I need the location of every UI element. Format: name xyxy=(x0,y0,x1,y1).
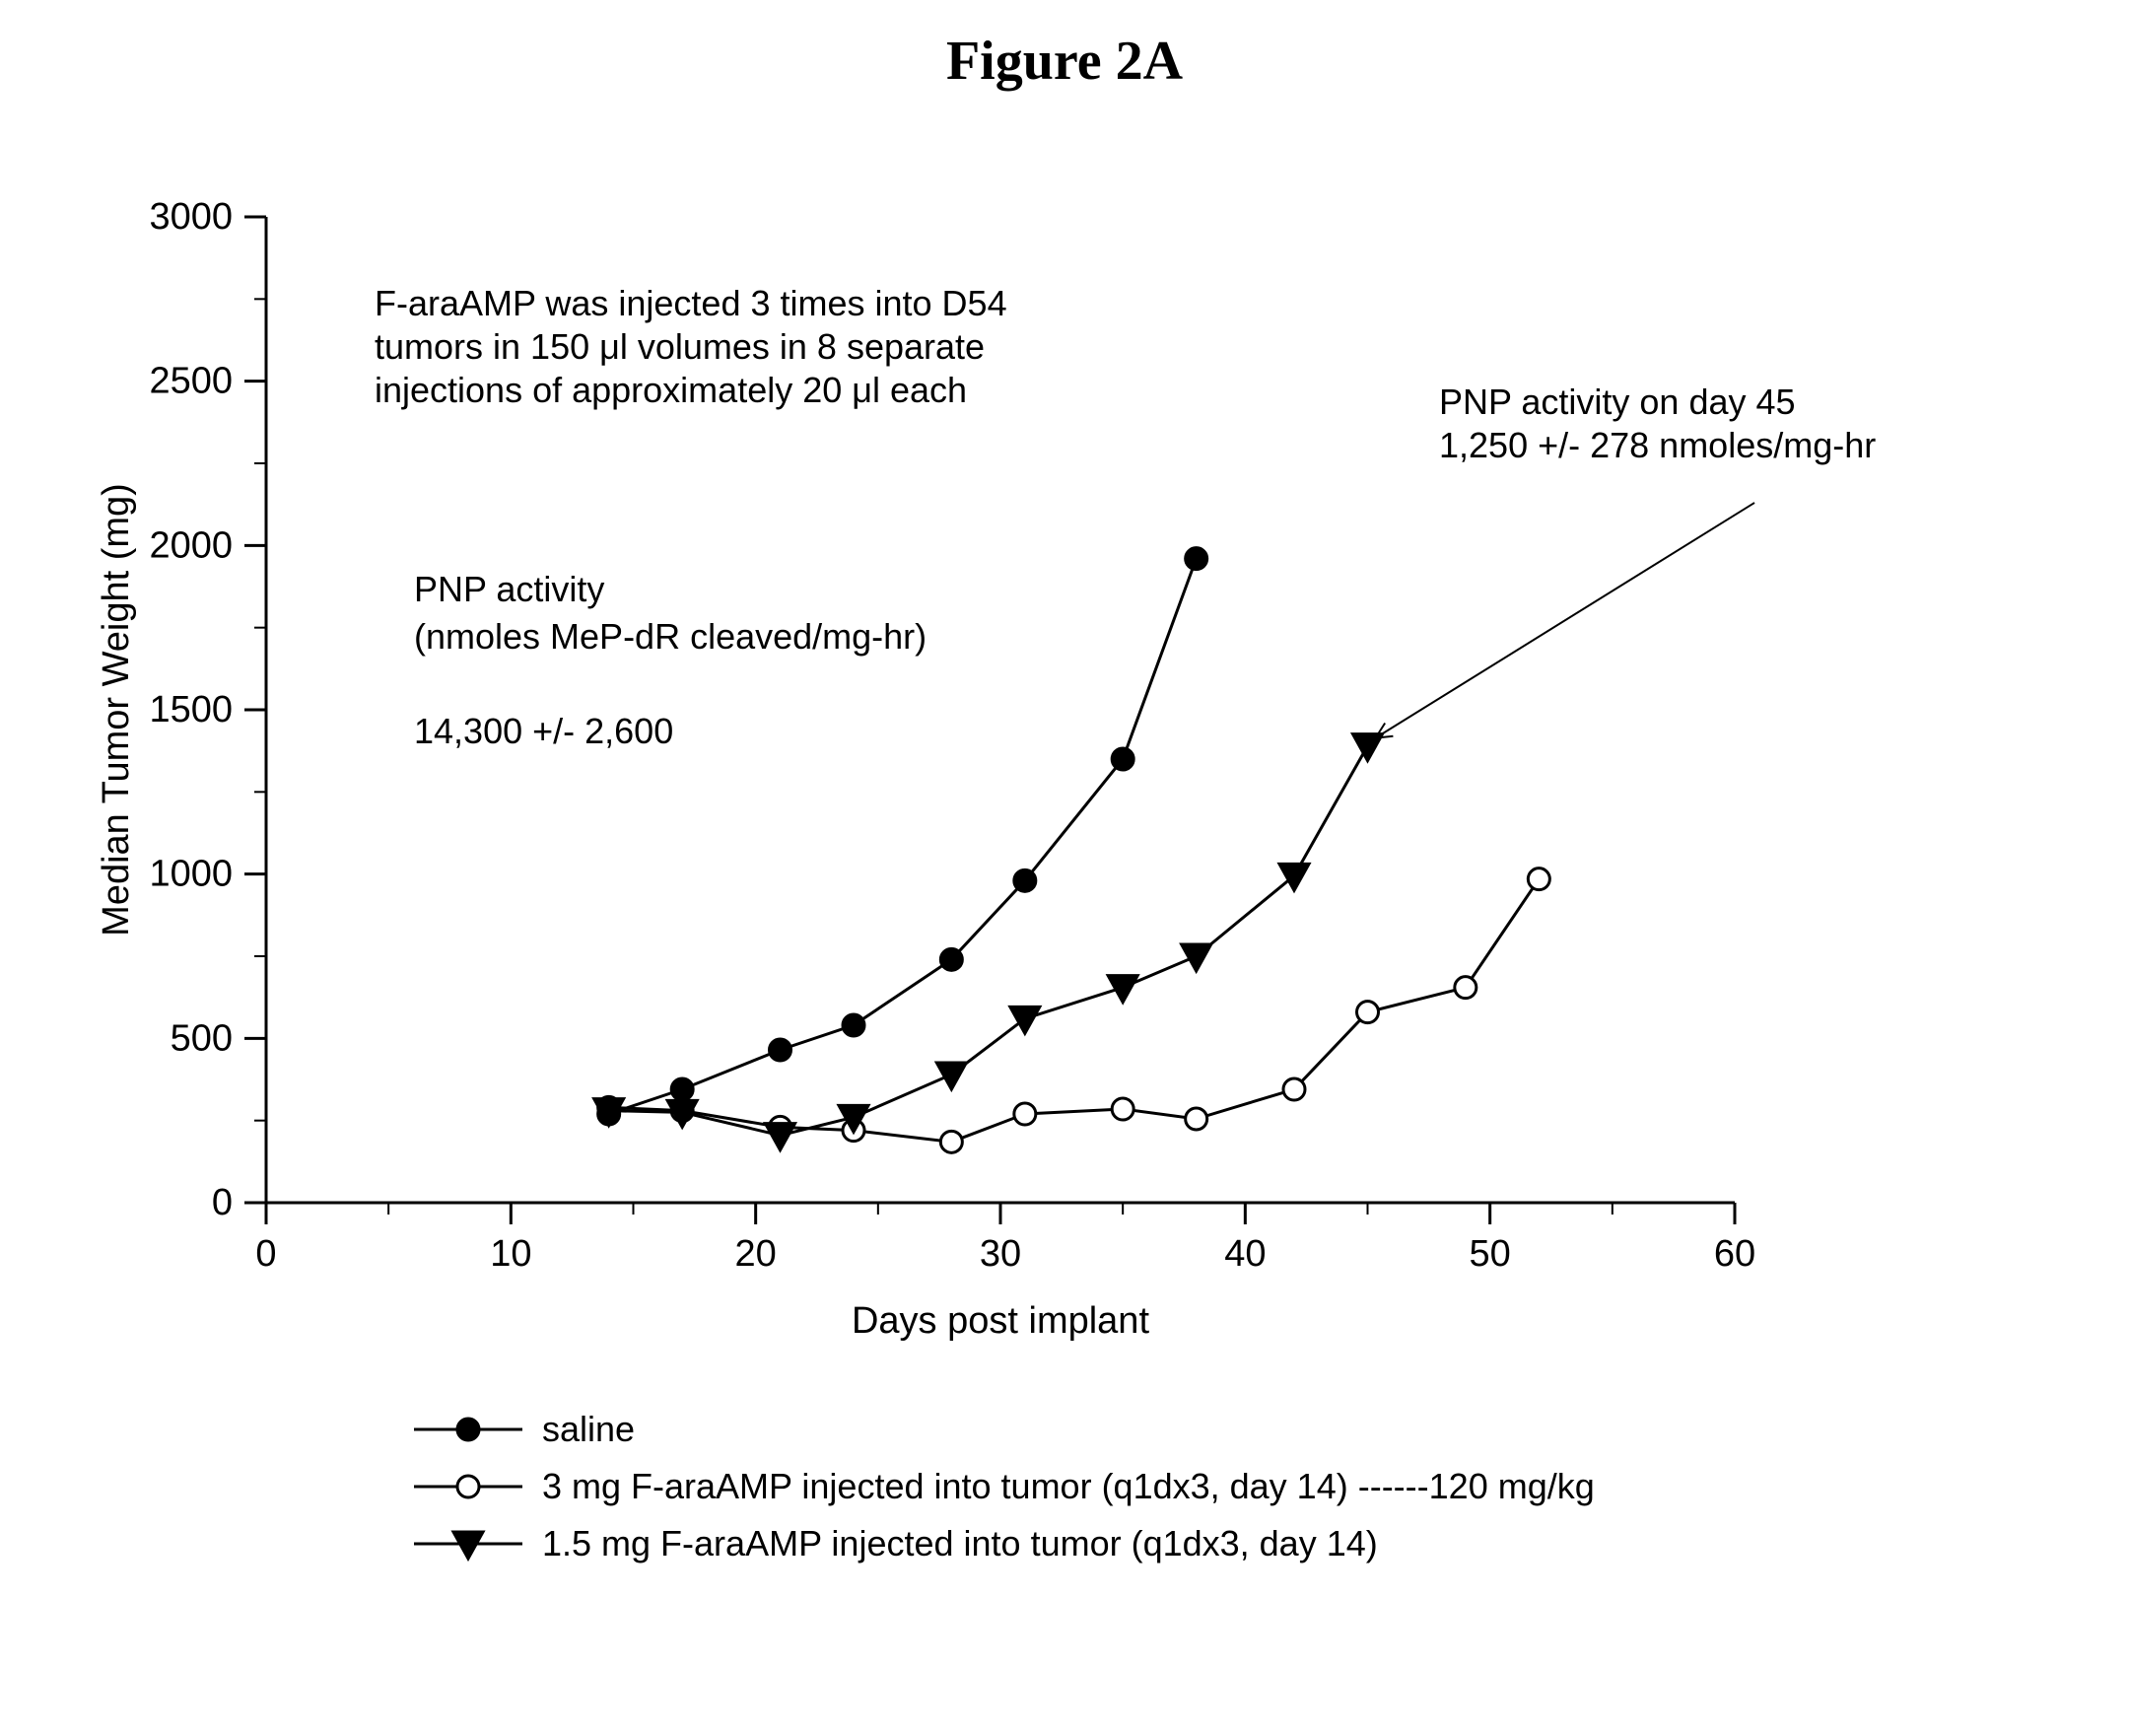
svg-text:2500: 2500 xyxy=(149,361,233,402)
series-f-araamp-3mg xyxy=(598,868,1550,1153)
svg-text:30: 30 xyxy=(980,1233,1021,1275)
svg-text:40: 40 xyxy=(1224,1233,1266,1275)
svg-text:PNP activity: PNP activity xyxy=(414,569,604,609)
svg-text:1500: 1500 xyxy=(149,689,233,730)
legend xyxy=(414,1419,522,1559)
svg-text:Median Tumor Weight (mg): Median Tumor Weight (mg) xyxy=(96,483,137,937)
svg-text:2000: 2000 xyxy=(149,524,233,566)
svg-text:F-araAMP was injected 3 times: F-araAMP was injected 3 times into D54 xyxy=(375,283,1007,323)
svg-text:0: 0 xyxy=(212,1182,233,1223)
annotation-arrow xyxy=(1376,503,1755,738)
legend-label-f-araamp-3mg: 3 mg F-araAMP injected into tumor (q1dx3… xyxy=(542,1466,1595,1506)
svg-text:10: 10 xyxy=(490,1233,531,1275)
svg-text:Days post implant: Days post implant xyxy=(852,1300,1149,1342)
svg-text:injections of approximately 20: injections of approximately 20 μl each xyxy=(375,370,967,410)
svg-text:500: 500 xyxy=(171,1017,233,1059)
series-f-araamp-1_5mg xyxy=(594,734,1383,1150)
svg-text:3000: 3000 xyxy=(149,196,233,238)
svg-text:1,250 +/- 278 nmoles/mg-hr: 1,250 +/- 278 nmoles/mg-hr xyxy=(1439,425,1876,465)
svg-text:60: 60 xyxy=(1714,1233,1755,1275)
svg-text:0: 0 xyxy=(255,1233,276,1275)
tumor-weight-chart: 0 10 20 30 40 50 60 Days post implant 0 500 1000 15… xyxy=(0,0,2129,1736)
svg-text:1000: 1000 xyxy=(149,854,233,895)
svg-text:20: 20 xyxy=(735,1233,777,1275)
legend-label-saline: saline xyxy=(542,1409,635,1449)
svg-text:(nmoles MeP-dR cleaved/mg-hr): (nmoles MeP-dR cleaved/mg-hr) xyxy=(414,616,927,657)
svg-text:tumors in 150 μl volumes in 8: tumors in 150 μl volumes in 8 separate xyxy=(375,326,985,367)
svg-text:PNP activity on day 45: PNP activity on day 45 xyxy=(1439,382,1796,422)
legend-label-f-araamp-1_5mg: 1.5 mg F-araAMP injected into tumor (q1d… xyxy=(542,1523,1378,1563)
svg-text:50: 50 xyxy=(1470,1233,1511,1275)
svg-text:14,300 +/- 2,600: 14,300 +/- 2,600 xyxy=(414,711,673,751)
